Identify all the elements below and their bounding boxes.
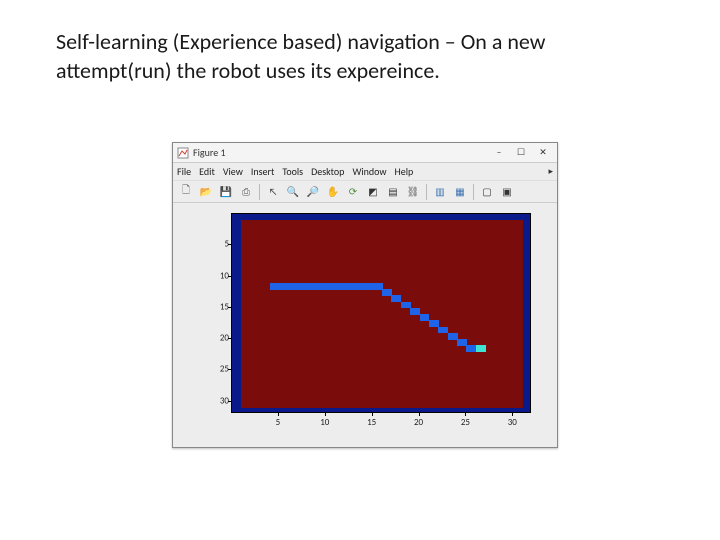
window-title: Figure 1 xyxy=(193,146,487,159)
ytick-mark xyxy=(228,276,231,277)
figure-window: Figure 1 – ☐ ✕ File Edit View Insert Too… xyxy=(172,142,558,448)
xtick-mark xyxy=(419,413,420,416)
xtick-mark xyxy=(512,413,513,416)
menu-help[interactable]: Help xyxy=(395,165,414,178)
ytick-mark xyxy=(228,307,231,308)
maximize-button[interactable]: ☐ xyxy=(511,146,531,160)
menu-desktop[interactable]: Desktop xyxy=(311,165,344,178)
plot-area-shell: 5 10 15 20 25 30 5 10 15 20 25 30 xyxy=(173,203,557,447)
ytick-label: 25 xyxy=(211,364,229,375)
legend-icon[interactable]: ▦ xyxy=(451,183,469,201)
xtick-label: 15 xyxy=(367,417,376,428)
xtick-mark xyxy=(278,413,279,416)
toolbar-overflow-icon[interactable]: ▸ xyxy=(548,166,553,177)
close-button[interactable]: ✕ xyxy=(533,146,553,160)
pointer-icon[interactable]: ↖ xyxy=(264,183,282,201)
ytick-label: 20 xyxy=(211,333,229,344)
slide-title: Self-learning (Experience based) navigat… xyxy=(56,28,664,85)
brush-icon[interactable]: ▤ xyxy=(384,183,402,201)
ytick-label: 5 xyxy=(211,239,229,250)
minimize-button[interactable]: – xyxy=(489,146,509,160)
xtick-label: 30 xyxy=(508,417,517,428)
plottools-icon[interactable]: ▣ xyxy=(498,183,516,201)
ytick-mark xyxy=(228,369,231,370)
xtick-mark xyxy=(372,413,373,416)
grid-interior xyxy=(241,220,522,408)
axes-frame xyxy=(231,213,531,413)
link-icon[interactable]: ⛓ xyxy=(404,183,422,201)
open-icon[interactable]: 📂 xyxy=(197,183,215,201)
ytick-label: 30 xyxy=(211,395,229,406)
menu-view[interactable]: View xyxy=(223,165,243,178)
pan-icon[interactable]: ✋ xyxy=(324,183,342,201)
xtick-mark xyxy=(325,413,326,416)
rotate-icon[interactable]: ⟳ xyxy=(344,183,362,201)
menu-tools[interactable]: Tools xyxy=(282,165,303,178)
plot-inner: 5 10 15 20 25 30 5 10 15 20 25 30 xyxy=(185,209,545,443)
titlebar[interactable]: Figure 1 – ☐ ✕ xyxy=(173,143,557,163)
print-icon[interactable]: ⎙ xyxy=(237,183,255,201)
xtick-label: 20 xyxy=(414,417,423,428)
xtick-mark xyxy=(465,413,466,416)
colorbar-icon[interactable]: ▥ xyxy=(431,183,449,201)
menu-edit[interactable]: Edit xyxy=(199,165,215,178)
axes-icon[interactable]: ▢ xyxy=(478,183,496,201)
ytick-mark xyxy=(228,401,231,402)
xtick-label: 5 xyxy=(276,417,281,428)
zoom-out-icon[interactable]: 🔎 xyxy=(304,183,322,201)
robot-cell xyxy=(476,345,486,352)
menu-file[interactable]: File xyxy=(177,165,191,178)
toolbar: 🗋📂💾⎙ ↖🔍🔎✋⟳◩▤⛓ ▥▦ ▢▣ xyxy=(173,181,557,203)
app-icon xyxy=(177,147,189,159)
toolbar-separator xyxy=(259,184,260,200)
ytick-label: 15 xyxy=(211,301,229,312)
datacursor-icon[interactable]: ◩ xyxy=(364,183,382,201)
zoom-in-icon[interactable]: 🔍 xyxy=(284,183,302,201)
xtick-label: 25 xyxy=(461,417,470,428)
save-icon[interactable]: 💾 xyxy=(217,183,235,201)
menu-insert[interactable]: Insert xyxy=(251,165,275,178)
toolbar-separator xyxy=(426,184,427,200)
menu-window[interactable]: Window xyxy=(352,165,386,178)
ytick-mark xyxy=(228,244,231,245)
new-icon[interactable]: 🗋 xyxy=(177,183,195,201)
xtick-label: 10 xyxy=(320,417,329,428)
ytick-mark xyxy=(228,338,231,339)
ytick-label: 10 xyxy=(211,270,229,281)
toolbar-separator xyxy=(473,184,474,200)
menubar: File Edit View Insert Tools Desktop Wind… xyxy=(173,163,557,181)
